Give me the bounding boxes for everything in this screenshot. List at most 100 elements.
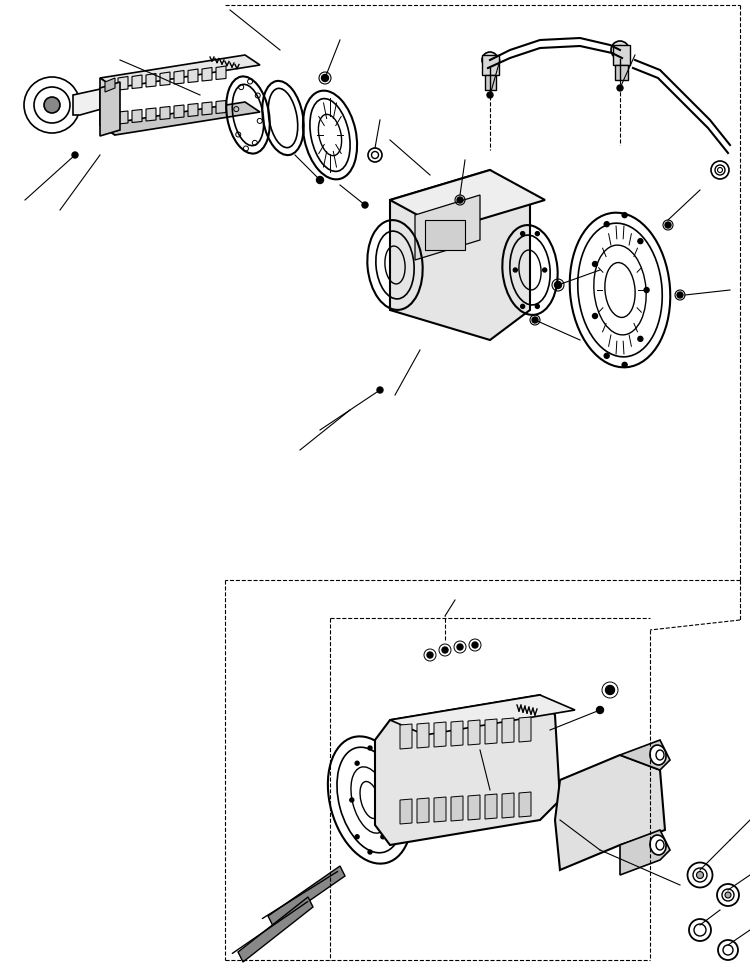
Polygon shape — [502, 718, 514, 743]
Polygon shape — [400, 799, 412, 824]
Circle shape — [554, 282, 562, 289]
Ellipse shape — [725, 892, 731, 898]
Circle shape — [596, 706, 604, 713]
Circle shape — [356, 761, 359, 765]
Circle shape — [604, 353, 609, 358]
Circle shape — [638, 337, 643, 342]
Polygon shape — [118, 111, 128, 124]
Circle shape — [322, 74, 328, 81]
Polygon shape — [146, 108, 156, 121]
Polygon shape — [268, 866, 345, 926]
Polygon shape — [451, 796, 463, 821]
Circle shape — [520, 304, 525, 309]
Circle shape — [677, 292, 683, 298]
Polygon shape — [375, 695, 560, 845]
Polygon shape — [160, 72, 170, 86]
Polygon shape — [188, 103, 198, 117]
Polygon shape — [434, 722, 446, 747]
Circle shape — [644, 288, 649, 292]
Circle shape — [381, 835, 385, 839]
Circle shape — [617, 85, 623, 91]
Circle shape — [377, 387, 383, 393]
Circle shape — [472, 642, 478, 648]
Circle shape — [316, 177, 323, 183]
Polygon shape — [390, 695, 575, 735]
Polygon shape — [100, 55, 260, 88]
Polygon shape — [400, 724, 412, 749]
Circle shape — [611, 41, 629, 59]
Circle shape — [592, 314, 598, 318]
Polygon shape — [105, 78, 115, 92]
Circle shape — [350, 798, 354, 802]
Polygon shape — [482, 55, 499, 75]
Polygon shape — [118, 76, 128, 90]
Polygon shape — [417, 723, 429, 748]
Polygon shape — [417, 798, 429, 823]
Ellipse shape — [650, 745, 666, 765]
Polygon shape — [238, 897, 313, 962]
Circle shape — [386, 798, 390, 802]
Polygon shape — [485, 75, 496, 90]
Polygon shape — [100, 102, 260, 135]
Circle shape — [622, 212, 627, 218]
Polygon shape — [519, 717, 531, 742]
Circle shape — [622, 362, 627, 368]
Polygon shape — [390, 170, 530, 340]
Circle shape — [457, 644, 463, 650]
Circle shape — [442, 647, 448, 653]
Circle shape — [368, 850, 372, 854]
Polygon shape — [615, 65, 628, 80]
Polygon shape — [519, 792, 531, 817]
Polygon shape — [434, 797, 446, 822]
Polygon shape — [468, 795, 480, 820]
Circle shape — [44, 97, 60, 113]
Polygon shape — [485, 719, 497, 744]
Polygon shape — [555, 755, 665, 870]
Circle shape — [381, 761, 385, 765]
Circle shape — [427, 652, 433, 658]
Circle shape — [638, 238, 643, 243]
Ellipse shape — [697, 871, 703, 878]
Ellipse shape — [650, 835, 666, 855]
Circle shape — [457, 197, 463, 203]
Polygon shape — [620, 830, 670, 875]
Circle shape — [356, 835, 359, 839]
Polygon shape — [146, 73, 156, 87]
Polygon shape — [613, 45, 630, 65]
Circle shape — [532, 317, 538, 323]
Polygon shape — [100, 78, 115, 135]
Polygon shape — [174, 105, 184, 118]
Circle shape — [605, 685, 614, 695]
Circle shape — [665, 222, 671, 228]
Circle shape — [72, 152, 78, 158]
Circle shape — [604, 222, 609, 227]
Circle shape — [592, 262, 598, 266]
Polygon shape — [468, 720, 480, 745]
Circle shape — [543, 268, 547, 272]
Polygon shape — [485, 794, 497, 819]
Polygon shape — [73, 88, 110, 115]
Polygon shape — [216, 66, 226, 79]
Polygon shape — [100, 82, 120, 136]
Polygon shape — [202, 68, 212, 81]
Polygon shape — [415, 195, 480, 260]
Polygon shape — [188, 69, 198, 82]
Circle shape — [368, 746, 372, 750]
Circle shape — [362, 202, 368, 208]
Polygon shape — [160, 106, 170, 120]
Bar — [425, 220, 465, 250]
Polygon shape — [174, 70, 184, 84]
Polygon shape — [451, 721, 463, 746]
Circle shape — [536, 304, 539, 309]
Circle shape — [487, 92, 493, 98]
Polygon shape — [132, 109, 142, 123]
Circle shape — [520, 232, 525, 235]
Circle shape — [513, 268, 517, 272]
Polygon shape — [132, 75, 142, 89]
Polygon shape — [390, 170, 545, 230]
Circle shape — [536, 232, 539, 235]
Polygon shape — [502, 793, 514, 818]
Circle shape — [482, 52, 498, 68]
Polygon shape — [202, 102, 212, 115]
Polygon shape — [620, 740, 670, 770]
